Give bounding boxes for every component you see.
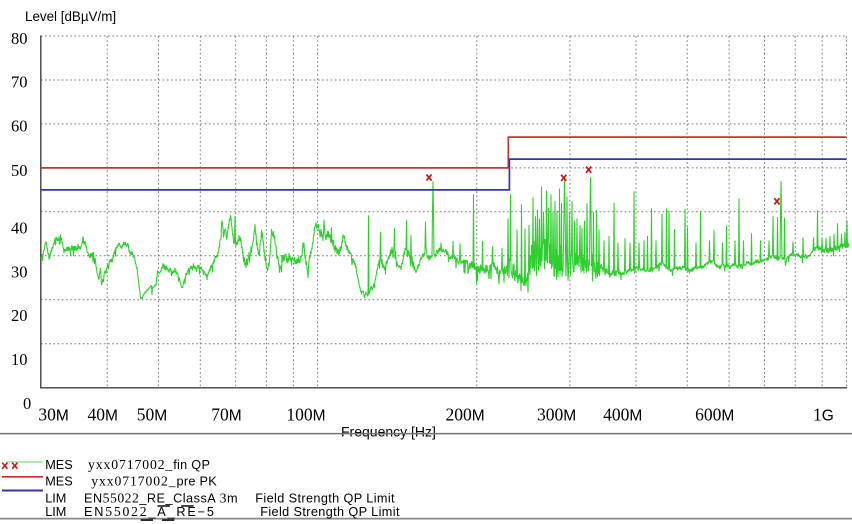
svg-text:20: 20 [11, 306, 28, 325]
svg-text:MES: MES [45, 458, 72, 472]
svg-text:yxx0717002_fin QP: yxx0717002_fin QP [88, 457, 210, 472]
svg-text:EN55022_RE_ClassA 3m: EN55022_RE_ClassA 3m [84, 491, 238, 506]
svg-text:Frequency [Hz]: Frequency [Hz] [341, 424, 436, 440]
svg-text:30M: 30M [38, 405, 68, 425]
svg-text:80: 80 [11, 29, 28, 48]
svg-text:40M: 40M [87, 405, 117, 425]
svg-text:LIM: LIM [45, 492, 66, 506]
svg-text:100M: 100M [286, 405, 325, 425]
svg-text:EN55022_A_RE−5: EN55022_A_RE−5 [84, 504, 216, 519]
svg-text:50M: 50M [137, 405, 167, 425]
svg-text:10: 10 [11, 350, 28, 369]
svg-text:400M: 400M [603, 405, 642, 425]
svg-text:yxx0717002_pre PK: yxx0717002_pre PK [91, 474, 217, 489]
svg-text:70: 70 [11, 73, 28, 92]
svg-text:40: 40 [11, 218, 28, 237]
svg-text:1G: 1G [813, 405, 834, 425]
svg-text:30: 30 [11, 263, 28, 282]
svg-text:MES: MES [45, 475, 72, 489]
svg-text:Field Strength QP Limit: Field Strength QP Limit [255, 492, 395, 506]
svg-text:LIM: LIM [45, 505, 66, 519]
svg-text:50: 50 [11, 161, 28, 180]
svg-text:70M: 70M [211, 405, 241, 425]
svg-text:60: 60 [11, 116, 28, 135]
svg-text:Field Strength QP Limit: Field Strength QP Limit [260, 505, 400, 519]
svg-text:Level [dBµV/m]: Level [dBµV/m] [25, 9, 116, 24]
svg-text:300M: 300M [537, 405, 576, 425]
svg-text:200M: 200M [446, 405, 485, 425]
svg-text:0: 0 [23, 394, 31, 413]
svg-text:600M: 600M [695, 405, 734, 425]
